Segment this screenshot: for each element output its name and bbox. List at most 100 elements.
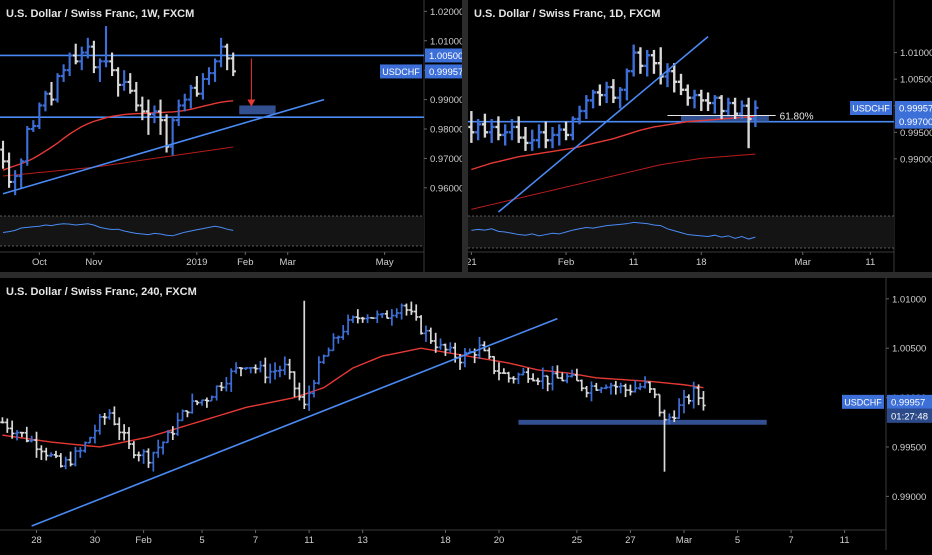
ohlc-bar [350, 315, 356, 323]
ohlc-bar [360, 316, 365, 323]
x-tick-label: 18 [696, 257, 707, 268]
y-tick-label: 0.99000 [900, 154, 932, 165]
ohlc-bar [287, 358, 292, 380]
ohlc-bar [370, 316, 375, 319]
ohlc-bar [0, 417, 5, 424]
ohlc-bar [0, 140, 6, 169]
ohlc-bar [608, 382, 614, 395]
ohlc-bar [515, 116, 522, 143]
ohlc-bar [331, 333, 336, 352]
ohlc-bar [701, 391, 706, 411]
panel-divider-horizontal[interactable] [0, 272, 932, 278]
ohlc-bar [79, 46, 85, 71]
ohlc-bar [87, 436, 93, 444]
ohlc-bar [282, 356, 287, 376]
sub-indicator-line [471, 221, 756, 240]
ohlc-bar [550, 365, 555, 391]
ohlc-bar [91, 40, 97, 74]
ohlc-bar [672, 410, 677, 422]
ohlc-bar [623, 383, 628, 398]
ohlc-bar [556, 124, 563, 146]
ohlc-bar [107, 409, 112, 420]
ohlc-bar [224, 376, 229, 392]
ohlc-bar [18, 158, 24, 188]
daily-chart-svg[interactable]: 61.80%0.990000.995001.000001.005001.0100… [466, 0, 932, 272]
ohlc-bar [97, 58, 103, 82]
x-tick-label: 11 [629, 257, 639, 268]
ohlc-bar [491, 355, 497, 375]
y-tick-label: 0.99500 [900, 128, 932, 139]
ohlc-bar [24, 126, 30, 166]
ohlc-bar [48, 81, 55, 106]
price-label-box [895, 100, 932, 115]
ohlc-bar [127, 73, 133, 94]
support-zone [239, 105, 276, 115]
ohlc-bar [180, 409, 185, 422]
ohlc-bar [676, 398, 682, 419]
ohlc-bar [526, 367, 531, 383]
ohlc-bar [725, 97, 732, 117]
ohlc-bar [248, 366, 253, 374]
ohlc-bar [718, 95, 725, 119]
ohlc-bar [613, 380, 619, 395]
ohlc-bar [297, 382, 302, 401]
ohlc-bar [115, 67, 121, 97]
y-tick-label: 0.99500 [892, 442, 926, 453]
ohlc-bar [549, 126, 556, 149]
panel-divider-vertical[interactable] [462, 0, 468, 272]
ohlc-bar [569, 116, 576, 141]
ohlc-bar [302, 300, 307, 409]
ohlc-bar [650, 49, 657, 74]
chart-panel-weekly[interactable]: 0.960000.970000.980000.990001.000001.010… [0, 0, 464, 272]
ohlc-bar [418, 315, 424, 335]
ohlc-bar [204, 397, 210, 408]
weekly-chart-svg[interactable]: 0.960000.970000.980000.990001.000001.010… [0, 0, 464, 272]
ohlc-bar [194, 400, 200, 406]
ohlc-bar [292, 371, 297, 398]
ohlc-bar [389, 309, 395, 326]
ohlc-bar [146, 448, 151, 468]
moving-average-fast [2, 347, 704, 448]
ohlc-bar [112, 406, 117, 426]
ohlc-bar [576, 105, 583, 125]
symbol-tag [842, 394, 884, 409]
x-tick-label: Feb [135, 535, 151, 546]
ohlc-bar [529, 129, 536, 151]
x-tick-label: 5 [735, 535, 740, 546]
x-tick-label: 5 [199, 535, 204, 546]
chart-panel-daily[interactable]: 61.80%0.990000.995001.000001.005001.0100… [466, 0, 932, 272]
ohlc-bar [647, 381, 653, 393]
ohlc-bar [73, 446, 78, 467]
ohlc-bar [170, 426, 176, 440]
ohlc-bar [564, 372, 570, 384]
ohlc-bar [438, 338, 443, 350]
ohlc-bar [263, 357, 268, 384]
ohlc-bar [194, 76, 200, 97]
h4-chart-svg[interactable]: 0.990000.995001.000001.005001.010002830F… [0, 278, 932, 550]
ohlc-bar [165, 430, 171, 444]
ohlc-bar [224, 43, 230, 71]
ohlc-bar [443, 343, 448, 356]
price-label-box [887, 394, 932, 409]
ohlc-bar [316, 356, 322, 385]
ohlc-bar [617, 87, 624, 109]
ohlc-bar [752, 100, 759, 127]
ohlc-bars [0, 26, 236, 196]
ohlc-bar [157, 99, 164, 135]
ohlc-bar [521, 367, 526, 376]
ohlc-bar [72, 43, 79, 65]
ohlc-bar [253, 364, 258, 374]
price-label-box [425, 64, 462, 79]
chart-panel-4h[interactable]: 0.990000.995001.000001.005001.010002830F… [0, 278, 932, 550]
ohlc-bar [618, 382, 623, 394]
x-tick-label: Mar [795, 257, 811, 268]
ohlc-bar [677, 73, 685, 96]
ohlc-bar [409, 301, 414, 315]
x-tick-label: 2019 [186, 257, 207, 268]
x-tick-label: 7 [253, 535, 258, 546]
ohlc-bar [686, 394, 692, 405]
ohlc-bar [652, 388, 657, 399]
ohlc-bar [36, 102, 43, 129]
support-zone [518, 419, 767, 425]
ohlc-bar [589, 381, 594, 402]
